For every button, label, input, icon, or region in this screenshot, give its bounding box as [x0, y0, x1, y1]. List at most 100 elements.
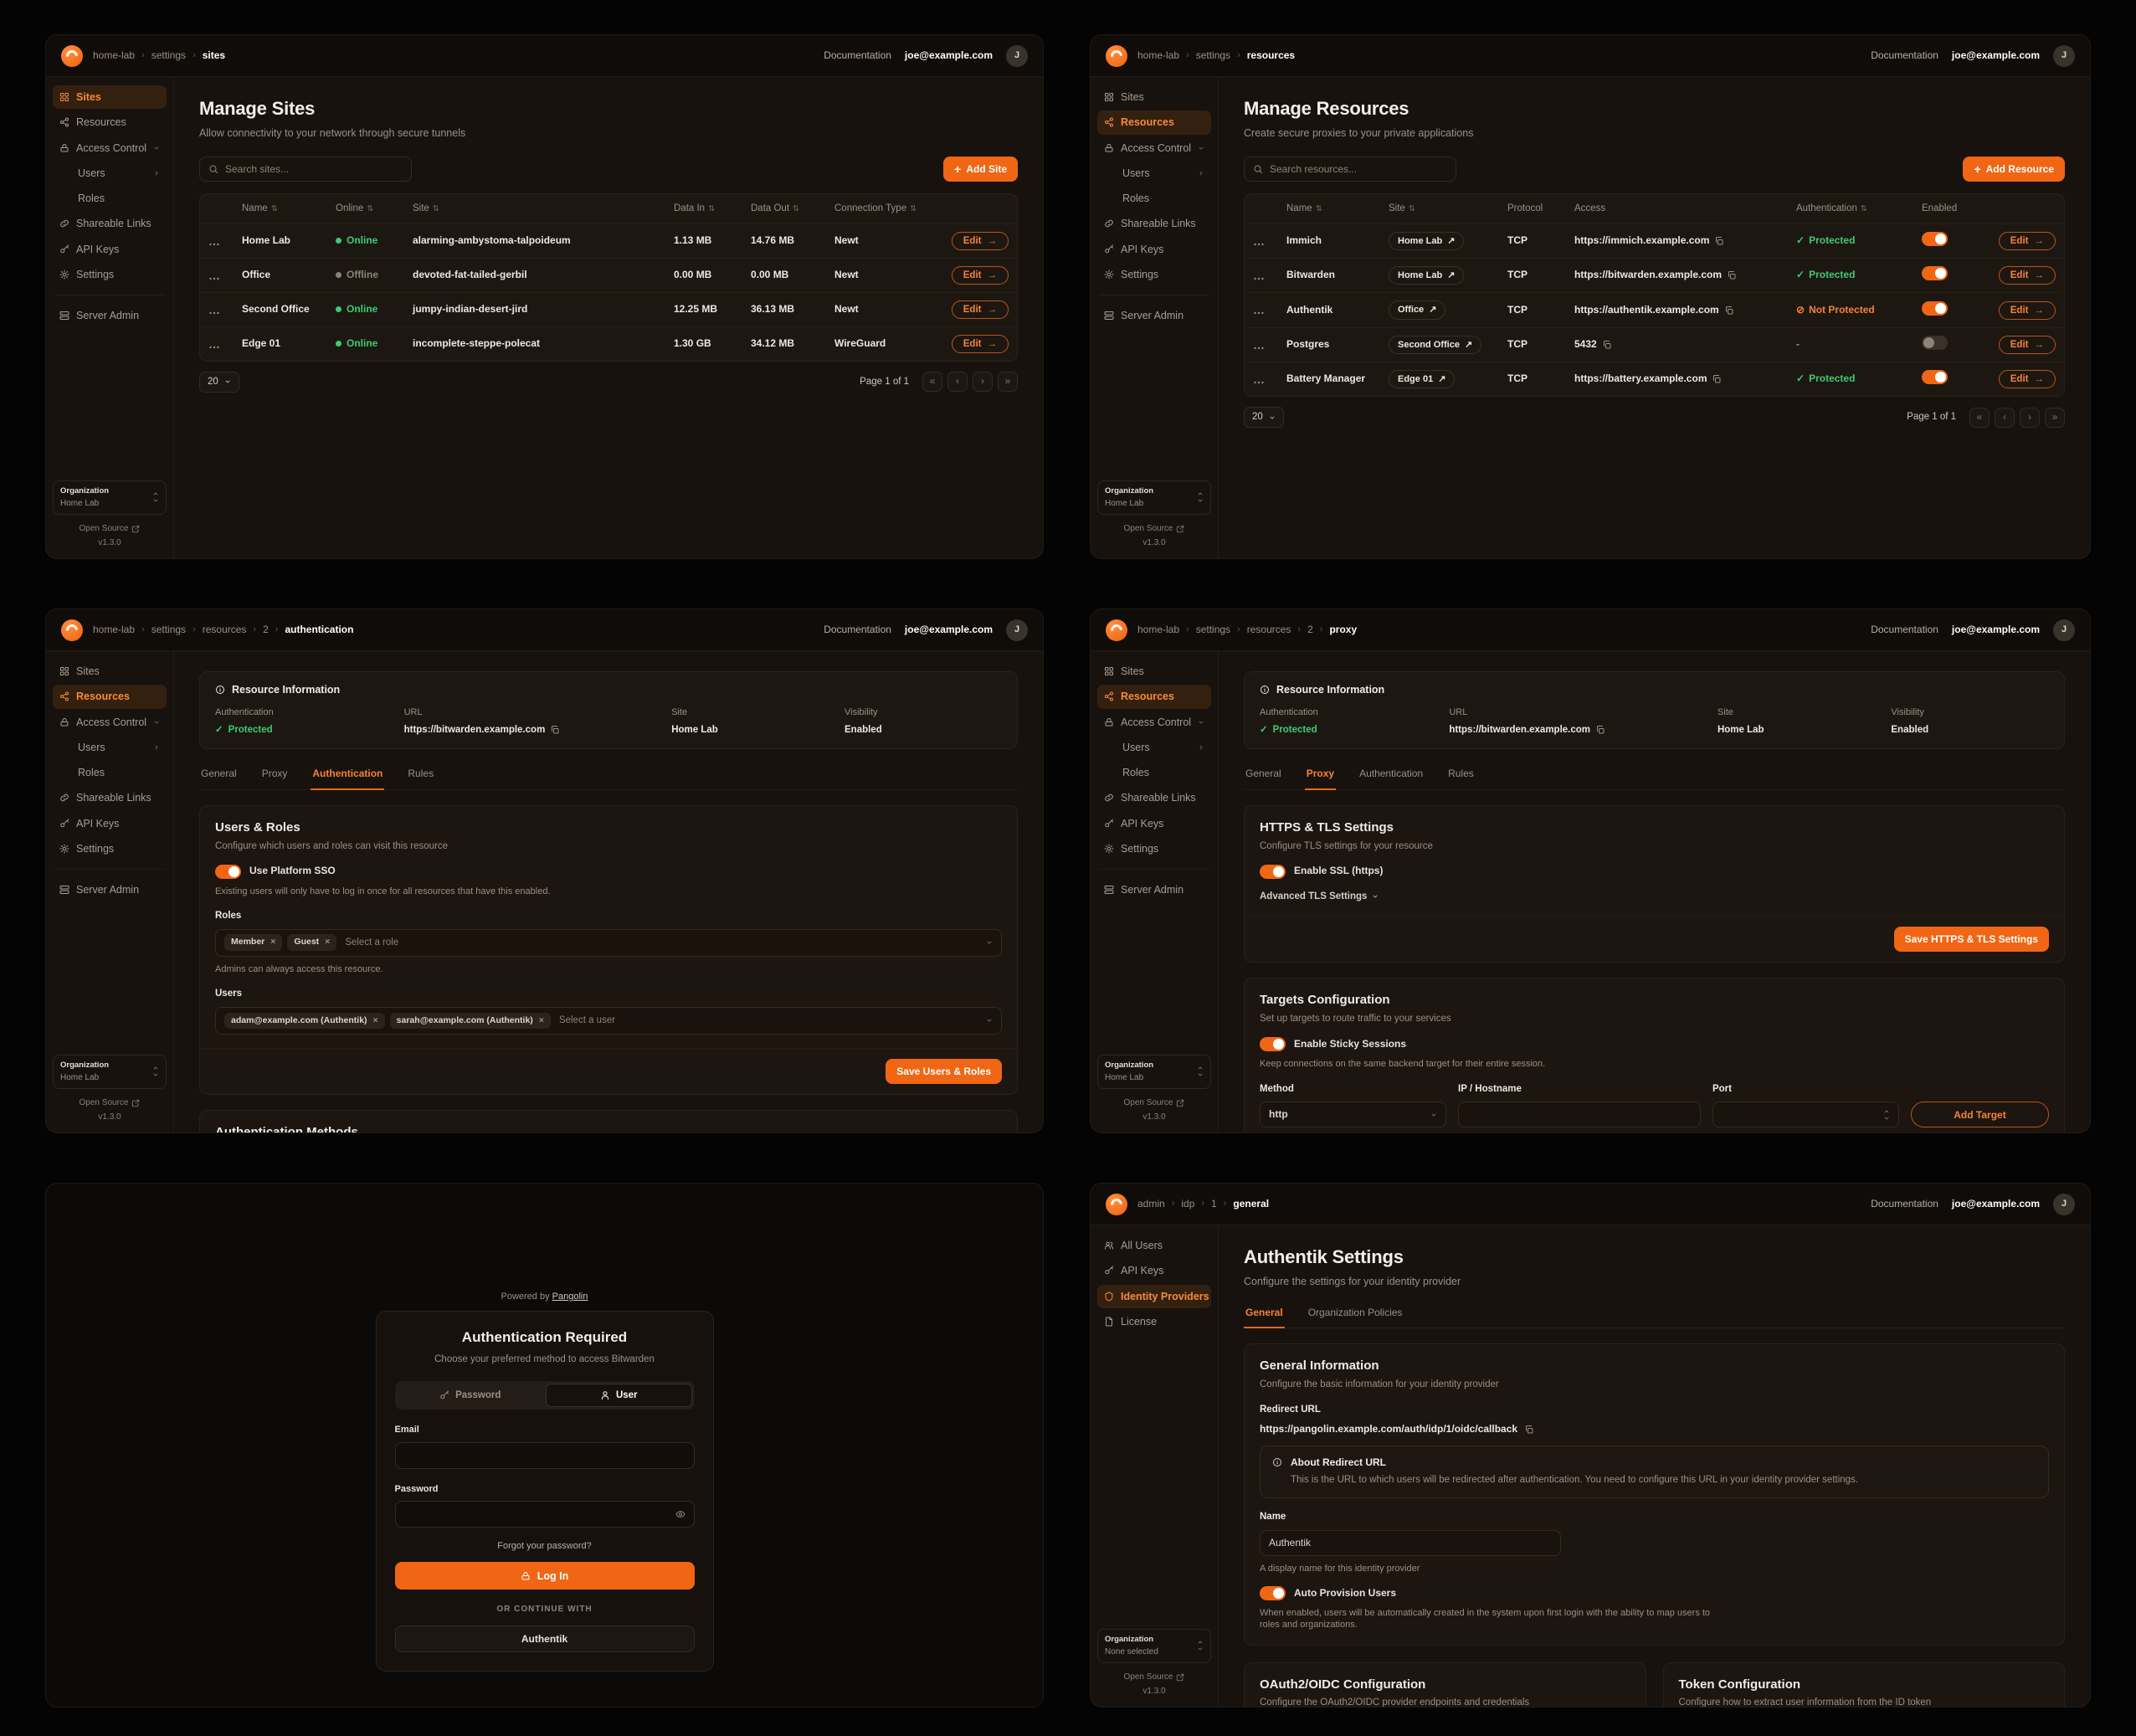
sort-icon[interactable]: ⇅: [708, 203, 716, 213]
sidebar-item-identity-providers[interactable]: Identity Providers: [1097, 1284, 1211, 1308]
open-source-link[interactable]: Open Source: [1124, 523, 1185, 534]
tab-rules[interactable]: Rules: [1448, 768, 1474, 780]
sidebar-item-all-users[interactable]: All Users: [1097, 1234, 1211, 1257]
edit-button[interactable]: Edit →: [1998, 231, 2056, 250]
tab-proxy[interactable]: Proxy: [1304, 763, 1337, 791]
copy-icon[interactable]: [1602, 340, 1612, 350]
sidebar-item-roles[interactable]: Roles: [71, 761, 167, 784]
sidebar-item-shareable-links[interactable]: Shareable Links: [53, 212, 167, 235]
sidebar-item-sites[interactable]: Sites: [1097, 85, 1211, 109]
copy-icon[interactable]: [1724, 306, 1734, 316]
organization-switcher[interactable]: Organization Home Lab: [1097, 1054, 1211, 1089]
open-source-link[interactable]: Open Source: [80, 1097, 141, 1108]
open-source-link[interactable]: Open Source: [1124, 1097, 1185, 1108]
documentation-link[interactable]: Documentation: [824, 623, 891, 635]
sidebar-item-access-control[interactable]: Access Control: [1097, 136, 1211, 160]
breadcrumb-item[interactable]: settings: [1195, 623, 1231, 635]
user-menu[interactable]: joe@example.com: [904, 49, 993, 61]
stepper-icon[interactable]: [1883, 1108, 1890, 1122]
enabled-toggle[interactable]: [1922, 336, 1948, 351]
advanced-tls-settings-link[interactable]: Advanced TLS Settings: [1260, 891, 1379, 903]
copy-icon[interactable]: [1712, 374, 1722, 384]
sort-icon[interactable]: ⇅: [432, 203, 439, 213]
tab-authentication[interactable]: Authentication: [1359, 768, 1424, 780]
sidebar-item-roles[interactable]: Roles: [1116, 761, 1211, 784]
sidebar-item-roles[interactable]: Roles: [1116, 187, 1211, 210]
email-field[interactable]: [403, 1449, 685, 1461]
row-menu-icon[interactable]: …: [1245, 258, 1278, 293]
last-page-button[interactable]: »: [2045, 407, 2065, 428]
tab-general[interactable]: General: [1245, 768, 1281, 780]
sidebar-item-resources[interactable]: Resources: [53, 110, 167, 134]
edit-button[interactable]: Edit →: [951, 300, 1009, 319]
tab-organization-policies[interactable]: Organization Policies: [1307, 1306, 1403, 1318]
copy-icon[interactable]: [550, 725, 560, 735]
user-menu[interactable]: joe@example.com: [1951, 49, 2040, 61]
sidebar-item-users[interactable]: Users: [1116, 162, 1211, 185]
row-menu-icon[interactable]: …: [1245, 326, 1278, 362]
breadcrumb-item[interactable]: resources: [1246, 623, 1291, 635]
sort-icon[interactable]: ⇅: [1860, 203, 1867, 213]
platform-sso-toggle[interactable]: [215, 864, 241, 879]
remove-chip-icon[interactable]: ×: [538, 1014, 544, 1025]
enabled-toggle[interactable]: [1922, 370, 1948, 385]
ip-hostname-input[interactable]: [1458, 1102, 1701, 1128]
breadcrumb-item[interactable]: home-lab: [1137, 623, 1180, 635]
forgot-password-link[interactable]: Forgot your password?: [497, 1540, 592, 1551]
next-page-button[interactable]: ›: [973, 372, 993, 393]
organization-switcher[interactable]: Organization Home Lab: [53, 1054, 167, 1089]
remove-chip-icon[interactable]: ×: [325, 937, 331, 948]
enabled-toggle[interactable]: [1922, 266, 1948, 281]
enable-ssl-toggle[interactable]: [1260, 864, 1286, 879]
sort-icon[interactable]: ⇅: [367, 203, 374, 213]
sort-icon[interactable]: ⇅: [1408, 203, 1415, 213]
users-multiselect[interactable]: adam@example.com (Authentik) × sarah@exam…: [215, 1006, 1002, 1035]
edit-button[interactable]: Edit →: [1998, 300, 2056, 320]
breadcrumb-item[interactable]: home-lab: [93, 49, 136, 61]
documentation-link[interactable]: Documentation: [1871, 1197, 1938, 1210]
avatar[interactable]: J: [2053, 44, 2075, 67]
tab-general[interactable]: General: [1244, 1302, 1285, 1329]
auto-provision-toggle[interactable]: [1260, 1585, 1286, 1600]
edit-button[interactable]: Edit →: [1998, 266, 2056, 285]
tab-user[interactable]: User: [546, 1384, 692, 1408]
sidebar-item-shareable-links[interactable]: Shareable Links: [53, 786, 167, 809]
page-size-select[interactable]: 20: [199, 371, 239, 393]
pangolin-link[interactable]: Pangolin: [552, 1292, 588, 1302]
avatar[interactable]: J: [1006, 619, 1028, 641]
sidebar-item-settings[interactable]: Settings: [53, 837, 167, 860]
copy-icon[interactable]: [1595, 725, 1605, 735]
prev-page-button[interactable]: ‹: [947, 372, 968, 393]
sidebar-item-server-admin[interactable]: Server Admin: [53, 304, 167, 327]
sidebar-item-resources[interactable]: Resources: [1097, 110, 1211, 135]
next-page-button[interactable]: ›: [2020, 407, 2040, 428]
sidebar-item-settings[interactable]: Settings: [1097, 263, 1211, 286]
breadcrumb-item[interactable]: admin: [1137, 1197, 1165, 1210]
sidebar-item-settings[interactable]: Settings: [1097, 837, 1211, 860]
user-menu[interactable]: joe@example.com: [904, 623, 993, 635]
authentik-sso-button[interactable]: Authentik: [394, 1626, 695, 1653]
user-menu[interactable]: joe@example.com: [1951, 1197, 2040, 1210]
sidebar-item-shareable-links[interactable]: Shareable Links: [1097, 212, 1211, 235]
sidebar-item-license[interactable]: License: [1097, 1310, 1211, 1333]
user-menu[interactable]: joe@example.com: [1951, 623, 2040, 635]
breadcrumb-item[interactable]: home-lab: [1137, 49, 1180, 61]
row-menu-icon[interactable]: …: [200, 223, 234, 259]
sidebar-item-api-keys[interactable]: API Keys: [1097, 238, 1211, 261]
sidebar-item-access-control[interactable]: Access Control: [53, 136, 167, 160]
avatar[interactable]: J: [1006, 44, 1028, 67]
breadcrumb-item[interactable]: home-lab: [93, 623, 136, 635]
avatar[interactable]: J: [2053, 619, 2075, 641]
site-link[interactable]: Home Lab ↗: [1389, 266, 1465, 285]
breadcrumb-item[interactable]: idp: [1181, 1197, 1195, 1210]
save-tls-button[interactable]: Save HTTPS & TLS Settings: [1893, 927, 2049, 953]
page-size-select[interactable]: 20: [1244, 407, 1284, 429]
row-menu-icon[interactable]: …: [200, 291, 234, 327]
add-site-button[interactable]: + Add Site: [943, 156, 1018, 182]
open-source-link[interactable]: Open Source: [80, 523, 141, 534]
breadcrumb-item[interactable]: resources: [202, 623, 247, 635]
copy-icon[interactable]: [1727, 270, 1737, 280]
site-link[interactable]: Second Office ↗: [1389, 335, 1482, 354]
site-link[interactable]: Edge 01 ↗: [1389, 369, 1456, 389]
eye-icon[interactable]: [675, 1509, 685, 1519]
